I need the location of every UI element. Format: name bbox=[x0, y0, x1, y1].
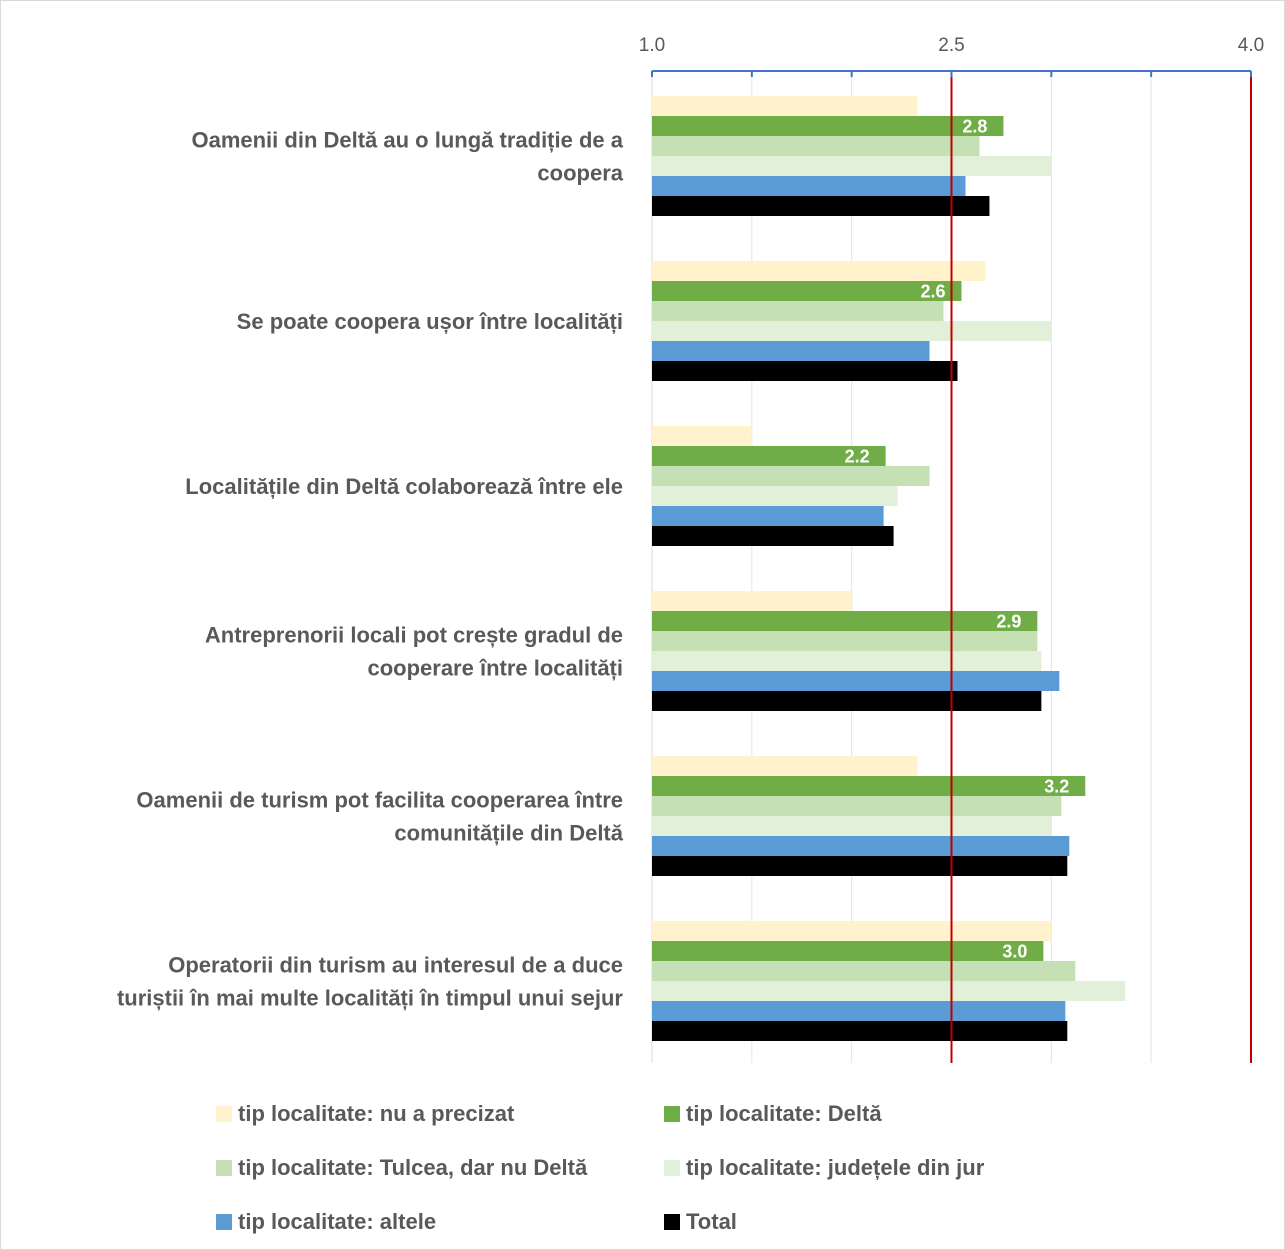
category-label: Operatorii din turism au interesul de a … bbox=[168, 953, 623, 978]
legend-item-altele: tip localitate: altele bbox=[216, 1207, 436, 1237]
bar bbox=[652, 776, 1086, 796]
category-label: cooperare între localități bbox=[367, 656, 623, 681]
bar bbox=[652, 116, 1004, 136]
bar bbox=[652, 691, 1042, 711]
bar bbox=[652, 466, 930, 486]
legend-item-judetele-din-jur: tip localitate: județele din jur bbox=[664, 1153, 984, 1183]
category-label: Localitățile din Deltă colaborează între… bbox=[185, 474, 623, 499]
tick-label: 4.0 bbox=[1238, 35, 1264, 56]
legend-swatch-altele bbox=[216, 1214, 232, 1230]
bar bbox=[652, 486, 898, 506]
bar bbox=[652, 651, 1042, 671]
bar bbox=[652, 836, 1070, 856]
bar bbox=[652, 671, 1060, 691]
category-label: turiștii în mai multe localități în timp… bbox=[117, 986, 623, 1011]
legend-label: tip localitate: nu a precizat bbox=[238, 1101, 515, 1126]
legend-label: tip localitate: județele din jur bbox=[686, 1155, 985, 1180]
legend-label: tip localitate: Deltă bbox=[686, 1101, 882, 1126]
data-label: 2.9 bbox=[996, 612, 1021, 632]
data-label: 3.0 bbox=[1002, 942, 1027, 962]
bar bbox=[652, 981, 1126, 1001]
bar bbox=[652, 526, 894, 546]
bar bbox=[652, 591, 852, 611]
category-label: Antreprenorii locali pot crește gradul d… bbox=[205, 623, 623, 648]
category-label: Oamenii din Deltă au o lungă tradiție de… bbox=[191, 128, 623, 153]
legend-item-total: Total bbox=[664, 1207, 737, 1237]
data-label: 2.6 bbox=[920, 282, 945, 302]
bar bbox=[652, 941, 1044, 961]
legend-swatch-judetele-din-jur bbox=[664, 1160, 680, 1176]
bar bbox=[652, 196, 990, 216]
bar bbox=[652, 261, 986, 281]
category-label: comunitățile din Deltă bbox=[394, 821, 623, 846]
bar bbox=[652, 156, 1052, 176]
data-label: 2.2 bbox=[845, 447, 870, 467]
bar bbox=[652, 856, 1068, 876]
bar bbox=[652, 611, 1038, 631]
bar bbox=[652, 96, 918, 116]
legend-label: tip localitate: Tulcea, dar nu Deltă bbox=[238, 1155, 588, 1180]
bar bbox=[652, 1001, 1066, 1021]
bar bbox=[652, 176, 966, 196]
legend-swatch-total bbox=[664, 1214, 680, 1230]
bar bbox=[652, 961, 1076, 981]
bar bbox=[652, 446, 886, 466]
legend-item-delta: tip localitate: Deltă bbox=[664, 1099, 882, 1129]
bar bbox=[652, 136, 980, 156]
bar bbox=[652, 631, 1038, 651]
legend-label: Total bbox=[686, 1209, 737, 1234]
legend-swatch-nu-a-precizat bbox=[216, 1106, 232, 1122]
data-label: 3.2 bbox=[1044, 777, 1069, 797]
bar bbox=[652, 426, 752, 446]
bar bbox=[652, 921, 1052, 941]
bar bbox=[652, 1021, 1068, 1041]
bar-chart: 2.8 Oamenii din Deltă au o lungă tradiție… bbox=[117, 35, 1264, 1063]
bar bbox=[652, 341, 930, 361]
bar bbox=[652, 756, 918, 776]
tick-label: 1.0 bbox=[639, 35, 665, 56]
bar bbox=[652, 281, 962, 301]
data-label: 2.8 bbox=[962, 117, 987, 137]
legend-swatch-delta bbox=[664, 1106, 680, 1122]
bar bbox=[652, 321, 1052, 341]
category-label: coopera bbox=[537, 161, 623, 186]
legend-swatch-tulcea bbox=[216, 1160, 232, 1176]
bar bbox=[652, 816, 1052, 836]
bar bbox=[652, 301, 944, 321]
bar bbox=[652, 796, 1062, 816]
legend-item-nu-a-precizat: tip localitate: nu a precizat bbox=[216, 1099, 514, 1129]
category-label: Oamenii de turism pot facilita cooperare… bbox=[136, 788, 623, 813]
tick-label: 2.5 bbox=[938, 35, 964, 56]
legend: tip localitate: nu a precizat tip locali… bbox=[216, 1099, 1116, 1239]
category-label: Se poate coopera ușor între localități bbox=[237, 309, 623, 334]
legend-item-tulcea: tip localitate: Tulcea, dar nu Deltă bbox=[216, 1153, 587, 1183]
legend-label: tip localitate: altele bbox=[238, 1209, 437, 1234]
bar bbox=[652, 506, 884, 526]
bar bbox=[652, 361, 958, 381]
